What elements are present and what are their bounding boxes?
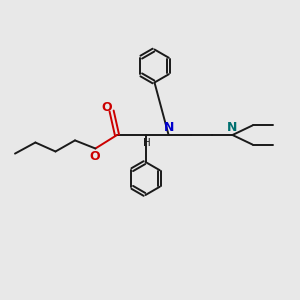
Text: N: N <box>227 121 238 134</box>
Text: O: O <box>101 101 112 114</box>
Text: O: O <box>89 149 100 163</box>
Text: H: H <box>143 137 151 148</box>
Text: N: N <box>164 121 174 134</box>
